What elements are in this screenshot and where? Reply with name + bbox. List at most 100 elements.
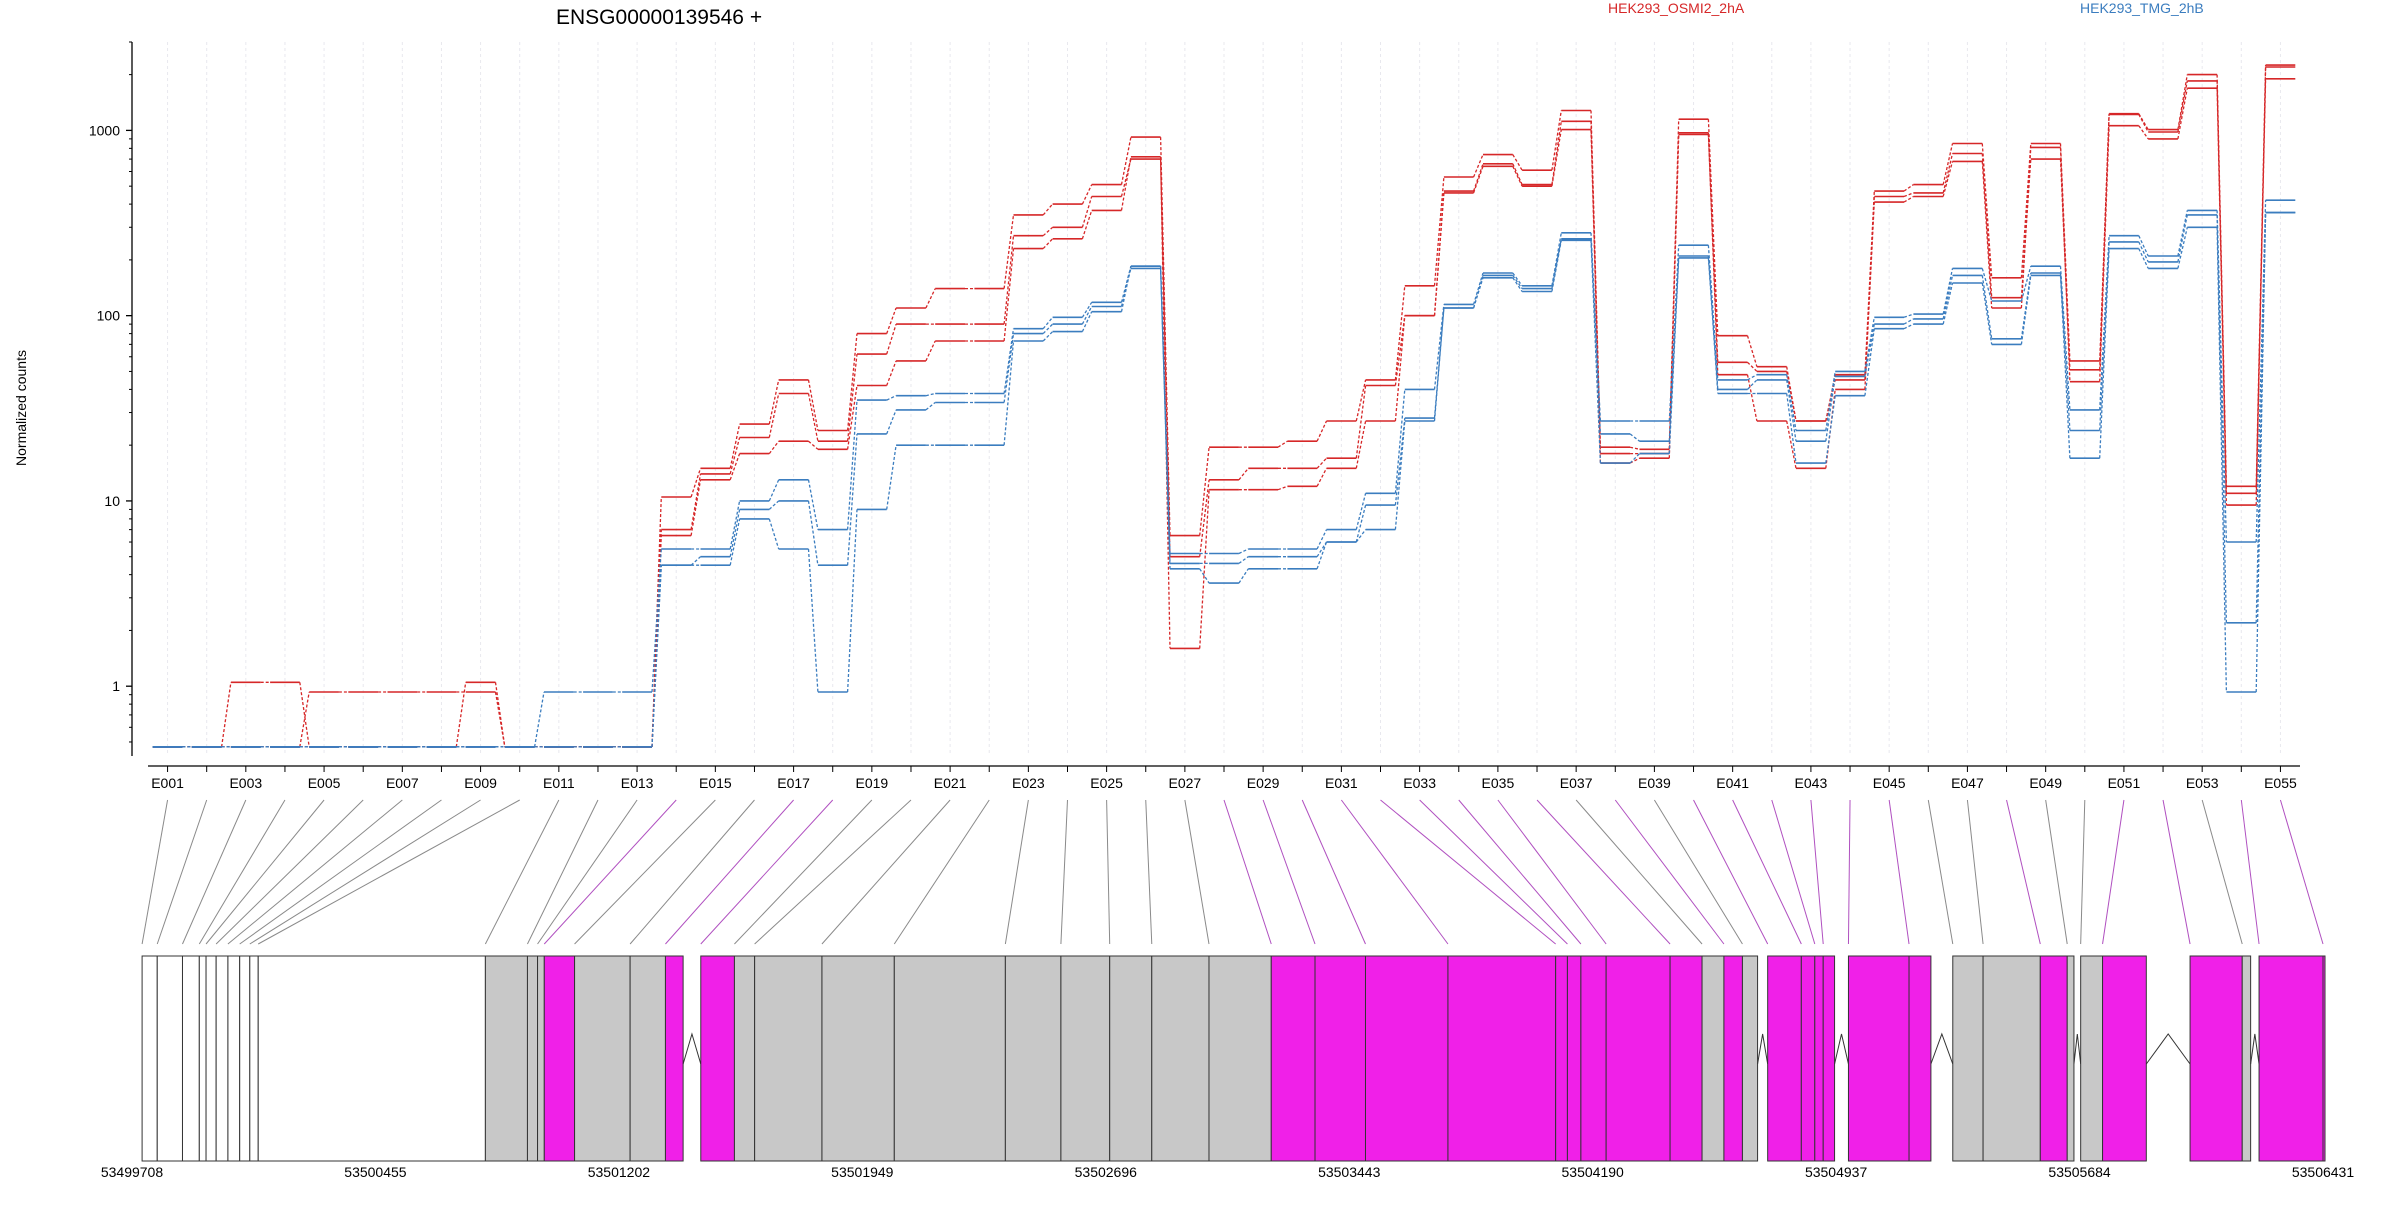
x-tick-label: E043 — [1795, 775, 1828, 791]
exon-connector — [1536, 799, 1671, 945]
exon-block — [526, 955, 539, 1162]
exon-block — [1669, 955, 1703, 1162]
exon-block — [2039, 955, 2068, 1162]
y-tick-label: 1000 — [89, 122, 120, 138]
gene-model-track — [141, 955, 2326, 1162]
genomic-tick-label: 53501949 — [831, 1164, 894, 1180]
exon-connector — [1106, 799, 1111, 945]
exon-block — [484, 955, 528, 1162]
x-tick-label: E023 — [1012, 775, 1045, 791]
exon-block — [2258, 955, 2324, 1162]
x-tick-label: E015 — [699, 775, 732, 791]
exon-block — [1847, 955, 1910, 1162]
exon-connector — [2045, 799, 2068, 945]
exon-connector-lines — [141, 799, 2324, 945]
series-connectors — [182, 200, 2267, 748]
series-connectors — [182, 78, 2267, 748]
y-tick-label: 10 — [104, 493, 120, 509]
exon-connector — [2162, 799, 2191, 945]
exon-connector — [754, 799, 912, 945]
legend-label-osmi2: HEK293_OSMI2_2hA — [1608, 0, 1745, 16]
exon-block — [1723, 955, 1743, 1162]
exon-block — [257, 955, 486, 1162]
intron-chevron — [1757, 1033, 1769, 1065]
exon-connector — [1184, 799, 1210, 945]
y-tick-label: 100 — [97, 308, 121, 324]
series-lines — [152, 64, 2296, 748]
exon-connector — [574, 799, 716, 945]
exon-block — [249, 955, 259, 1162]
exon-block — [1800, 955, 1816, 1162]
series-segments — [152, 78, 2296, 748]
x-tick-label: E025 — [1090, 775, 1123, 791]
exon-block — [1364, 955, 1449, 1162]
exon-block — [543, 955, 576, 1162]
y-axis-label: Normalized counts — [13, 350, 29, 466]
intron-chevron — [2145, 1033, 2191, 1065]
y-tick-label: 1 — [112, 678, 120, 694]
x-axis-exon-ticks: E001 E003 E005 E007 E009 E011 E013 E015 E017 E019… — [148, 765, 2300, 791]
x-tick-label: E027 — [1169, 775, 1202, 791]
exon-connector — [182, 799, 247, 945]
genomic-tick-label: 53506431 — [2292, 1164, 2355, 1180]
genomic-tick-label: 53505684 — [2048, 1164, 2111, 1180]
exon-connector — [893, 799, 990, 945]
x-tick-label: E003 — [229, 775, 262, 791]
exon-connector — [2279, 799, 2324, 945]
exon-block — [574, 955, 631, 1162]
legend-label-tmg: HEK293_TMG_2hB — [2080, 0, 2204, 16]
exon-block — [2102, 955, 2147, 1162]
exon-block — [1447, 955, 1557, 1162]
exon-connector — [1419, 799, 1568, 945]
x-tick-label: E005 — [308, 775, 341, 791]
exon-block — [181, 955, 200, 1162]
x-tick-label: E013 — [621, 775, 654, 791]
x-tick-label: E037 — [1560, 775, 1593, 791]
exon-block — [2322, 955, 2326, 1162]
exon-block — [733, 955, 756, 1162]
exon-connector — [2240, 799, 2260, 945]
exon-block — [141, 955, 158, 1162]
exon-connector — [484, 799, 560, 945]
series-line — [152, 78, 2296, 748]
x-tick-label: E017 — [777, 775, 810, 791]
x-tick-label: E049 — [2029, 775, 2062, 791]
exon-connector — [1380, 799, 1556, 945]
exon-block — [754, 955, 823, 1162]
exon-connector — [249, 799, 481, 945]
exon-connector — [2102, 799, 2125, 945]
series-connectors — [182, 212, 2267, 748]
exon-connector — [629, 799, 755, 945]
exon-connector — [198, 799, 286, 945]
exon-block — [1109, 955, 1153, 1162]
x-tick-label: E051 — [2108, 775, 2141, 791]
genomic-tick-label: 53503443 — [1318, 1164, 1381, 1180]
series-connectors — [182, 66, 2267, 748]
x-tick-label: E041 — [1716, 775, 1749, 791]
exon-connector — [1223, 799, 1272, 945]
exon-connector — [1771, 799, 1816, 945]
exon-block — [1701, 955, 1725, 1162]
exon-connector — [2006, 799, 2041, 945]
intron-chevron — [2073, 1033, 2082, 1065]
exon-connector — [215, 799, 364, 945]
exon-connector — [700, 799, 834, 945]
exon-connector — [141, 799, 169, 945]
x-tick-label: E039 — [1638, 775, 1671, 791]
x-tick-label: E007 — [386, 775, 419, 791]
exon-block — [2189, 955, 2243, 1162]
exon-connector — [2080, 799, 2086, 945]
exon-connector — [1927, 799, 1954, 945]
exon-block — [1060, 955, 1111, 1162]
exon-connector — [257, 799, 520, 945]
exon-connector — [543, 799, 677, 945]
x-tick-label: E019 — [856, 775, 889, 791]
exon-block — [1004, 955, 1062, 1162]
exon-block — [1566, 955, 1582, 1162]
x-tick-label: E011 — [543, 775, 575, 791]
x-tick-label: E001 — [151, 775, 184, 791]
exon-block — [1741, 955, 1759, 1162]
x-tick-label: E045 — [1873, 775, 1906, 791]
exon-block — [227, 955, 241, 1162]
genomic-tick-label: 53504937 — [1805, 1164, 1868, 1180]
